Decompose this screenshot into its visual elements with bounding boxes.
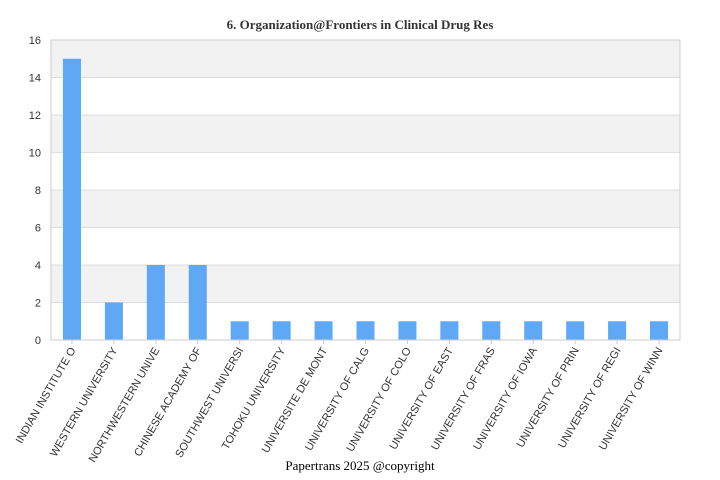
copyright-footer: Papertrans 2025 @copyright — [285, 458, 435, 473]
bar — [188, 265, 207, 340]
grid-band — [51, 190, 680, 228]
y-tick-label: 14 — [29, 73, 41, 85]
bar — [62, 58, 81, 340]
grid-band — [51, 115, 680, 153]
plot-frame — [50, 39, 681, 341]
grid-band — [51, 40, 680, 78]
y-axis-ticks: 0 2 4 6 8 10 12 14 16 — [29, 35, 41, 347]
bar — [146, 265, 165, 340]
y-tick-label: 12 — [29, 110, 41, 122]
bar — [650, 321, 669, 340]
bar — [104, 302, 123, 340]
bar — [524, 321, 543, 340]
y-tick-label: 16 — [29, 35, 41, 47]
bars — [62, 58, 669, 340]
y-tick-label: 10 — [29, 148, 41, 160]
bar — [566, 321, 585, 340]
bar — [314, 321, 333, 340]
chart-title: 6. Organization@Frontiers in Clinical Dr… — [226, 17, 494, 32]
bar — [608, 321, 627, 340]
bar — [272, 321, 291, 340]
grid-band — [51, 265, 680, 303]
y-tick-label: 8 — [35, 185, 41, 197]
bar — [440, 321, 459, 340]
y-tick-label: 0 — [35, 335, 41, 347]
y-tick-label: 2 — [35, 298, 41, 310]
bar — [482, 321, 501, 340]
grid-bands — [51, 40, 680, 303]
bar — [356, 321, 375, 340]
x-tick-label: NORTHWESTERN UNIVE — [87, 346, 163, 465]
y-tick-label: 4 — [35, 260, 41, 272]
y-tick-label: 6 — [35, 223, 41, 235]
bar — [398, 321, 417, 340]
bar — [230, 321, 249, 340]
